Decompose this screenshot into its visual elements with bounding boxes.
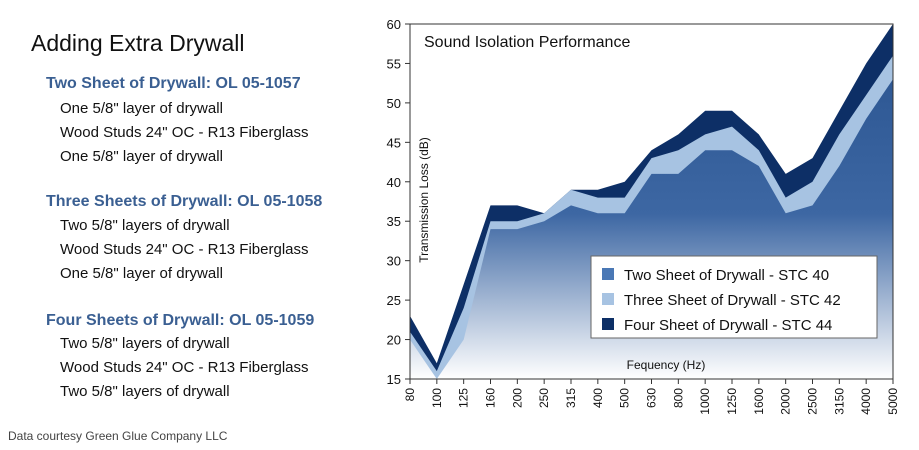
assembly-layer: One 5/8" layer of drywall	[60, 100, 223, 117]
data-credit: Data courtesy Green Glue Company LLC	[8, 429, 228, 443]
x-tick-label: 100	[430, 388, 444, 408]
x-tick-label: 800	[671, 388, 685, 408]
assembly-layer: One 5/8" layer of drywall	[60, 148, 223, 165]
y-tick-label: 30	[387, 254, 401, 269]
description-panel: Adding Extra Drywall Two Sheet of Drywal…	[0, 0, 400, 450]
x-tick-label: 1600	[752, 388, 766, 415]
assembly-layer: Wood Studs 24" OC - R13 Fiberglass	[60, 359, 309, 376]
y-tick-label: 45	[387, 135, 401, 150]
x-tick-label: 80	[403, 388, 417, 402]
page-title: Adding Extra Drywall	[31, 30, 245, 56]
y-tick-label: 50	[387, 96, 401, 111]
y-tick-label: 55	[387, 56, 401, 71]
y-tick-label: 25	[387, 293, 401, 308]
y-tick-label: 15	[387, 372, 401, 387]
x-tick-label: 160	[484, 388, 498, 408]
x-axis-label: Fequency (Hz)	[627, 358, 706, 372]
x-tick-label: 5000	[886, 388, 900, 415]
assembly-layer: Two 5/8" layers of drywall	[60, 335, 230, 352]
assembly-layer: Two 5/8" layers of drywall	[60, 383, 230, 400]
x-tick-label: 400	[591, 388, 605, 408]
x-tick-label: 1000	[698, 388, 712, 415]
legend-swatch	[602, 293, 614, 305]
assembly-layer: Wood Studs 24" OC - R13 Fiberglass	[60, 124, 309, 141]
assembly-layer: One 5/8" layer of drywall	[60, 265, 223, 282]
chart-title: Sound Isolation Performance	[424, 34, 630, 51]
y-tick-label: 40	[387, 175, 401, 190]
assembly-title-four-sheet: Four Sheets of Drywall: OL 05-1059	[46, 312, 315, 329]
x-tick-label: 3150	[832, 388, 846, 415]
assembly-title-two-sheet: Two Sheet of Drywall: OL 05-1057	[46, 75, 301, 92]
x-tick-label: 2500	[806, 388, 820, 415]
assembly-layer: Two 5/8" layers of drywall	[60, 217, 230, 234]
x-tick-label: 1250	[725, 388, 739, 415]
legend-label: Two Sheet of Drywall - STC 40	[624, 267, 829, 284]
y-tick-label: 20	[387, 333, 401, 348]
x-tick-label: 630	[645, 388, 659, 408]
assembly-title-three-sheet: Three Sheets of Drywall: OL 05-1058	[46, 193, 323, 210]
x-tick-label: 500	[618, 388, 632, 408]
legend-swatch	[602, 318, 614, 330]
y-axis-label: Transmission Loss (dB)	[417, 137, 431, 263]
legend-label: Three Sheet of Drywall - STC 42	[624, 292, 841, 309]
y-tick-label: 35	[387, 214, 401, 229]
assembly-layer: Wood Studs 24" OC - R13 Fiberglass	[60, 241, 309, 258]
x-tick-label: 315	[564, 388, 578, 408]
x-tick-label: 250	[537, 388, 551, 408]
x-tick-label: 2000	[779, 388, 793, 415]
legend-swatch	[602, 268, 614, 280]
y-tick-label: 60	[387, 17, 401, 32]
legend-box	[590, 255, 878, 339]
x-tick-label: 4000	[859, 388, 873, 415]
legend-label: Four Sheet of Drywall - STC 44	[624, 317, 832, 334]
x-tick-label: 200	[510, 388, 524, 408]
x-tick-label: 125	[457, 388, 471, 408]
